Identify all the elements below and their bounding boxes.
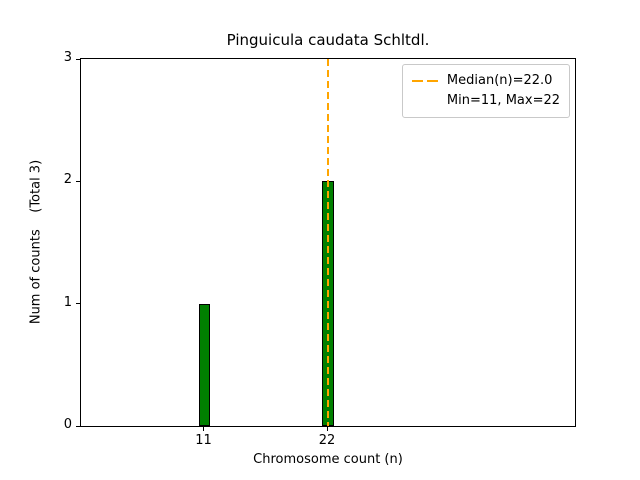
bar	[198, 303, 211, 426]
x-tick-label: 22	[318, 433, 336, 448]
x-tick-label: 11	[195, 433, 212, 448]
y-tick-mark	[76, 58, 80, 60]
y-tick-mark	[76, 303, 80, 305]
legend-sample-spacer	[412, 100, 438, 102]
x-tick-mark	[326, 427, 328, 431]
median-line	[327, 59, 329, 426]
x-tick-mark	[203, 427, 204, 431]
y-tick-label: 2	[63, 172, 72, 188]
legend-entry: Min=11, Max=22	[412, 91, 560, 111]
legend: Median(n)=22.0 Min=11, Max=22	[401, 64, 570, 119]
legend-entry: Median(n)=22.0	[411, 71, 560, 91]
chart-title: Pinguicula caudata Schltdl.	[226, 31, 430, 49]
y-tick-label: 1	[63, 294, 72, 310]
x-axis-label: Chromosome count (n)	[253, 452, 403, 467]
y-tick-label: 3	[63, 50, 72, 65]
plot-area	[80, 58, 576, 427]
legend-label-min-max: Min=11, Max=22	[446, 93, 560, 109]
legend-label-median: Median(n)=22.0	[446, 73, 553, 88]
y-tick-mark	[76, 180, 80, 182]
y-tick-mark	[76, 425, 80, 427]
y-tick-label: 0	[63, 417, 72, 432]
median-dashed-line-icon	[411, 80, 438, 83]
